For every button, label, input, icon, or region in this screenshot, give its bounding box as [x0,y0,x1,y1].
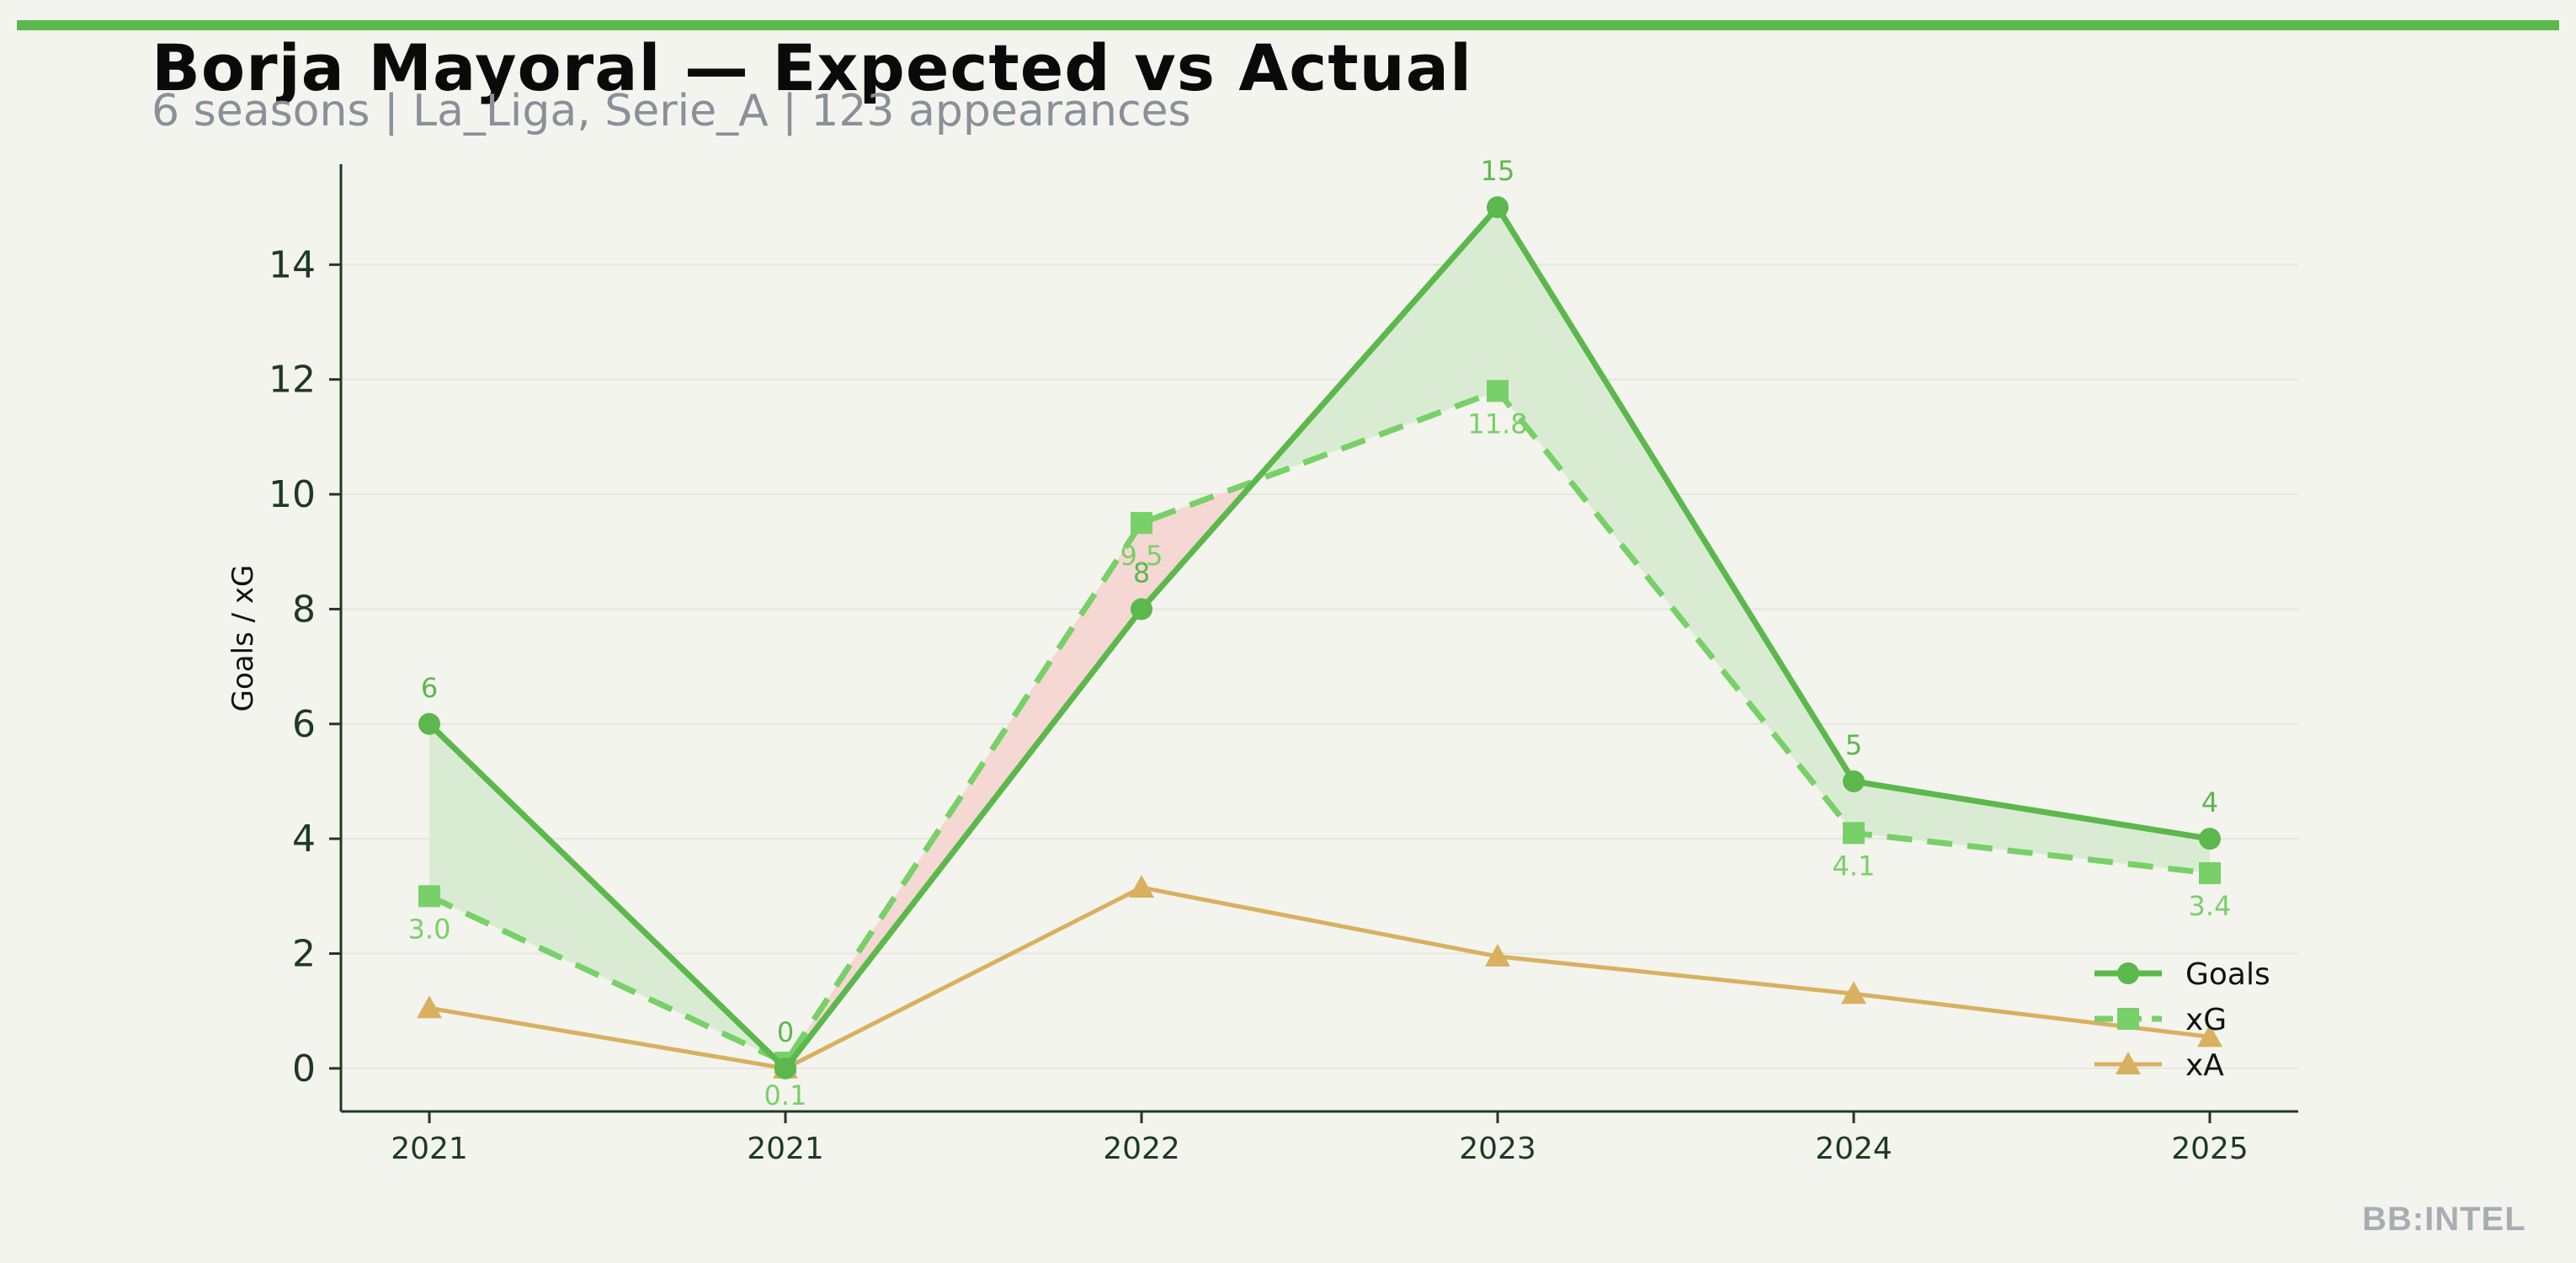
x-tick-label: 2025 [2171,1132,2249,1166]
x-tick-label: 2022 [1103,1132,1180,1166]
y-tick-label: 14 [269,243,316,286]
data-label-xg: 11.8 [1467,408,1527,440]
legend-label-goals: Goals [2185,957,2270,992]
legend-marker-goals [2117,962,2139,984]
data-labels: 6 0 8 15 5 4 3.0 0.1 9.5 11.8 4.1 3.4 [408,155,2232,1111]
series-line-xg [428,387,2211,1066]
legend-label-xa: xA [2185,1048,2224,1083]
data-label-goals: 8 [1133,557,1150,589]
data-point-goals [1487,196,1509,219]
data-label-xg: 9.5 [1120,540,1163,572]
data-label-goals: 5 [1845,729,1862,761]
data-point-goals [2199,828,2221,850]
data-label-xg: 0.1 [764,1079,807,1111]
series-line-goals [427,204,2211,1072]
series-line-xa [428,885,2211,1071]
legend-marker-xa [2116,1052,2141,1074]
brand-watermark: BB:INTEL [2362,1201,2526,1238]
data-label-xg: 3.0 [408,913,451,945]
x-tick-label: 2023 [1459,1132,1536,1166]
data-point-xa [417,995,442,1019]
data-label-goals: 15 [1481,155,1515,187]
y-tick-label: 2 [292,933,316,976]
y-tick-label: 10 [269,473,316,516]
data-point-xa [1129,875,1154,898]
y-tick-label: 0 [292,1047,316,1090]
difference-fill [1854,781,2210,874]
data-point-xg [2199,862,2221,885]
data-point-xa [1485,943,1510,967]
data-point-xg [1843,822,1865,845]
data-point-goals [418,712,440,735]
legend-marker-xg [2117,1008,2139,1030]
x-tick-label: 2024 [1815,1132,1892,1166]
chart-title: Borja Mayoral — Expected vs Actual [152,30,1473,105]
y-axis-label: Goals / xG [226,565,260,712]
data-point-xa [2197,1024,2222,1047]
legend-label-xg: xG [2185,1003,2227,1037]
legend: Goals xG xA [2094,957,2270,1083]
data-label-goals: 4 [2201,786,2218,818]
data-label-goals: 0 [777,1016,794,1048]
y-tick-label: 6 [292,703,316,746]
data-label-xg: 3.4 [2189,890,2232,922]
data-point-goals [1131,598,1152,621]
data-point-xg [1131,512,1152,535]
top-accent-bar [17,20,2559,30]
difference-fill [785,523,1142,1068]
data-point-goals [774,1057,796,1079]
data-label-goals: 6 [421,672,438,704]
y-tick-label: 8 [292,588,316,631]
y-tick-label: 4 [292,818,316,861]
x-tick-label: 2021 [391,1132,468,1166]
y-tick-label: 12 [269,359,316,402]
difference-fill [1498,207,1854,834]
x-tick-label: 2021 [747,1132,824,1166]
data-label-xg: 4.1 [1833,850,1876,882]
data-point-xg [418,885,440,908]
difference-fills [429,207,2210,1068]
chart-subtitle: 6 seasons | La_Liga, Serie_A | 123 appea… [152,86,1191,136]
data-point-goals [1843,770,1865,792]
axes: 0 2 4 6 8 10 12 14 2021 2021 2022 2023 2024 2025 Goals… [226,164,2298,1166]
series-layer [417,196,2222,1079]
data-point-xg [1487,380,1509,402]
data-point-xa [1841,981,1866,1005]
